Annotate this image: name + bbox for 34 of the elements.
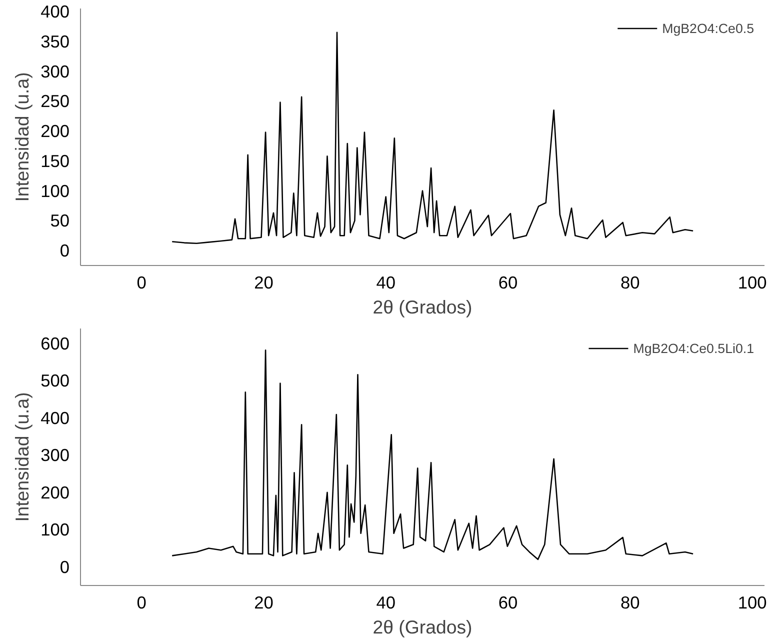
y-tick-label: 200 <box>40 121 70 142</box>
x-tick-label: 80 <box>620 592 640 612</box>
x-axis-title: 2θ (Grados) <box>372 616 472 638</box>
x-tick-label: 100 <box>738 592 767 612</box>
y-tick-label: 100 <box>40 180 70 201</box>
y-tick-label: 150 <box>40 150 70 171</box>
y-axis-title: Intensidad (u.a) <box>12 392 33 522</box>
legend-label: MgB2O4:Ce0.5Li0.1 <box>633 340 754 356</box>
y-tick-label: 50 <box>50 210 70 231</box>
x-tick-label: 100 <box>738 272 767 292</box>
y-tick-label: 100 <box>40 520 70 540</box>
x-tick-label: 20 <box>254 272 274 292</box>
y-tick-label: 200 <box>40 482 70 502</box>
y-tick-label: 400 <box>40 1 70 22</box>
y-tick-label: 250 <box>40 91 70 112</box>
x-tick-label: 60 <box>498 272 518 292</box>
x-tick-label: 40 <box>376 592 396 612</box>
y-tick-label: 400 <box>40 408 70 428</box>
x-tick-label: 20 <box>254 592 274 612</box>
y-tick-label: 300 <box>40 61 70 82</box>
legend-label: MgB2O4:Ce0.5 <box>662 20 754 36</box>
y-tick-label: 500 <box>40 370 70 391</box>
y-tick-label: 350 <box>40 31 70 52</box>
x-tick-label: 80 <box>620 272 640 292</box>
y-tick-label: 600 <box>40 333 70 354</box>
y-axis-title: Intensidad (u.a) <box>12 72 33 202</box>
x-tick-label: 0 <box>136 272 146 292</box>
y-tick-label: 300 <box>40 445 70 466</box>
x-tick-label: 0 <box>136 592 146 612</box>
x-tick-label: 60 <box>498 592 518 612</box>
y-tick-label: 0 <box>60 240 70 261</box>
y-tick-label: 0 <box>60 556 70 577</box>
x-tick-label: 40 <box>376 272 396 292</box>
x-axis-title: 2θ (Grados) <box>372 296 472 318</box>
